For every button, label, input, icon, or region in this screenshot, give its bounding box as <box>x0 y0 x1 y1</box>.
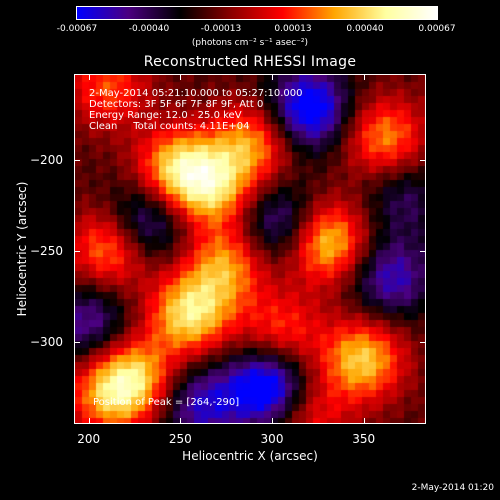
colorbar-tick-label: -0.00013 <box>200 24 242 34</box>
y-tick-label: −200 <box>30 152 63 167</box>
y-tick-mark <box>420 250 426 252</box>
colorbar-tick-label: -0.00067 <box>56 24 98 34</box>
plot-area: 2-May-2014 05:21:10.000 to 05:27:10.000 … <box>74 74 426 424</box>
colorbar-unit: (photons cm⁻² s⁻¹ asec⁻²) <box>191 38 309 48</box>
x-tick-mark <box>363 418 365 424</box>
y-axis-label: Heliocentric Y (arcsec) <box>15 181 29 317</box>
colorbar <box>76 6 438 20</box>
y-tick-mark <box>74 341 80 343</box>
overlay-time-range: 2-May-2014 05:21:10.000 to 05:27:10.000 <box>89 88 303 99</box>
x-tick-mark <box>272 74 273 80</box>
x-tick-mark <box>272 418 273 424</box>
x-axis-label: Heliocentric X (arcsec) <box>182 449 318 463</box>
footer-timestamp: 2-May-2014 01:20 <box>411 483 494 493</box>
x-tick-mark <box>180 74 182 80</box>
overlay-energy-range: Energy Range: 12.0 - 25.0 keV <box>89 110 242 121</box>
overlay-clean-counts: Clean Total counts: 4.11E+04 <box>89 121 250 132</box>
y-tick-mark <box>420 159 426 161</box>
y-tick-label: −250 <box>30 243 63 258</box>
overlay-peak-position: Position of Peak = [264,-290] <box>93 397 240 408</box>
y-tick-label: −300 <box>30 334 63 349</box>
x-tick-label: 300 <box>260 432 284 446</box>
y-tick-mark <box>74 159 80 161</box>
x-tick-label: 250 <box>168 432 192 446</box>
x-tick-label: 200 <box>77 432 101 446</box>
chart-title: Reconstructed RHESSI Image <box>143 54 357 70</box>
x-tick-label: 350 <box>352 432 376 446</box>
colorbar-gradient <box>77 7 437 19</box>
y-tick-mark <box>74 250 80 252</box>
x-tick-mark <box>363 74 365 80</box>
x-tick-mark <box>88 418 90 424</box>
overlay-detectors: Detectors: 3F 5F 6F 7F 8F 9F, Att 0 <box>89 99 264 110</box>
colorbar-tick-label: 0.00040 <box>346 24 384 34</box>
colorbar-tick-label: 0.00013 <box>274 24 312 34</box>
colorbar-tick-label: 0.00067 <box>418 24 456 34</box>
heatmap-image <box>75 75 425 423</box>
x-tick-mark <box>88 74 90 80</box>
colorbar-tick-label: -0.00040 <box>128 24 170 34</box>
y-tick-mark <box>420 341 426 343</box>
x-tick-mark <box>180 418 182 424</box>
